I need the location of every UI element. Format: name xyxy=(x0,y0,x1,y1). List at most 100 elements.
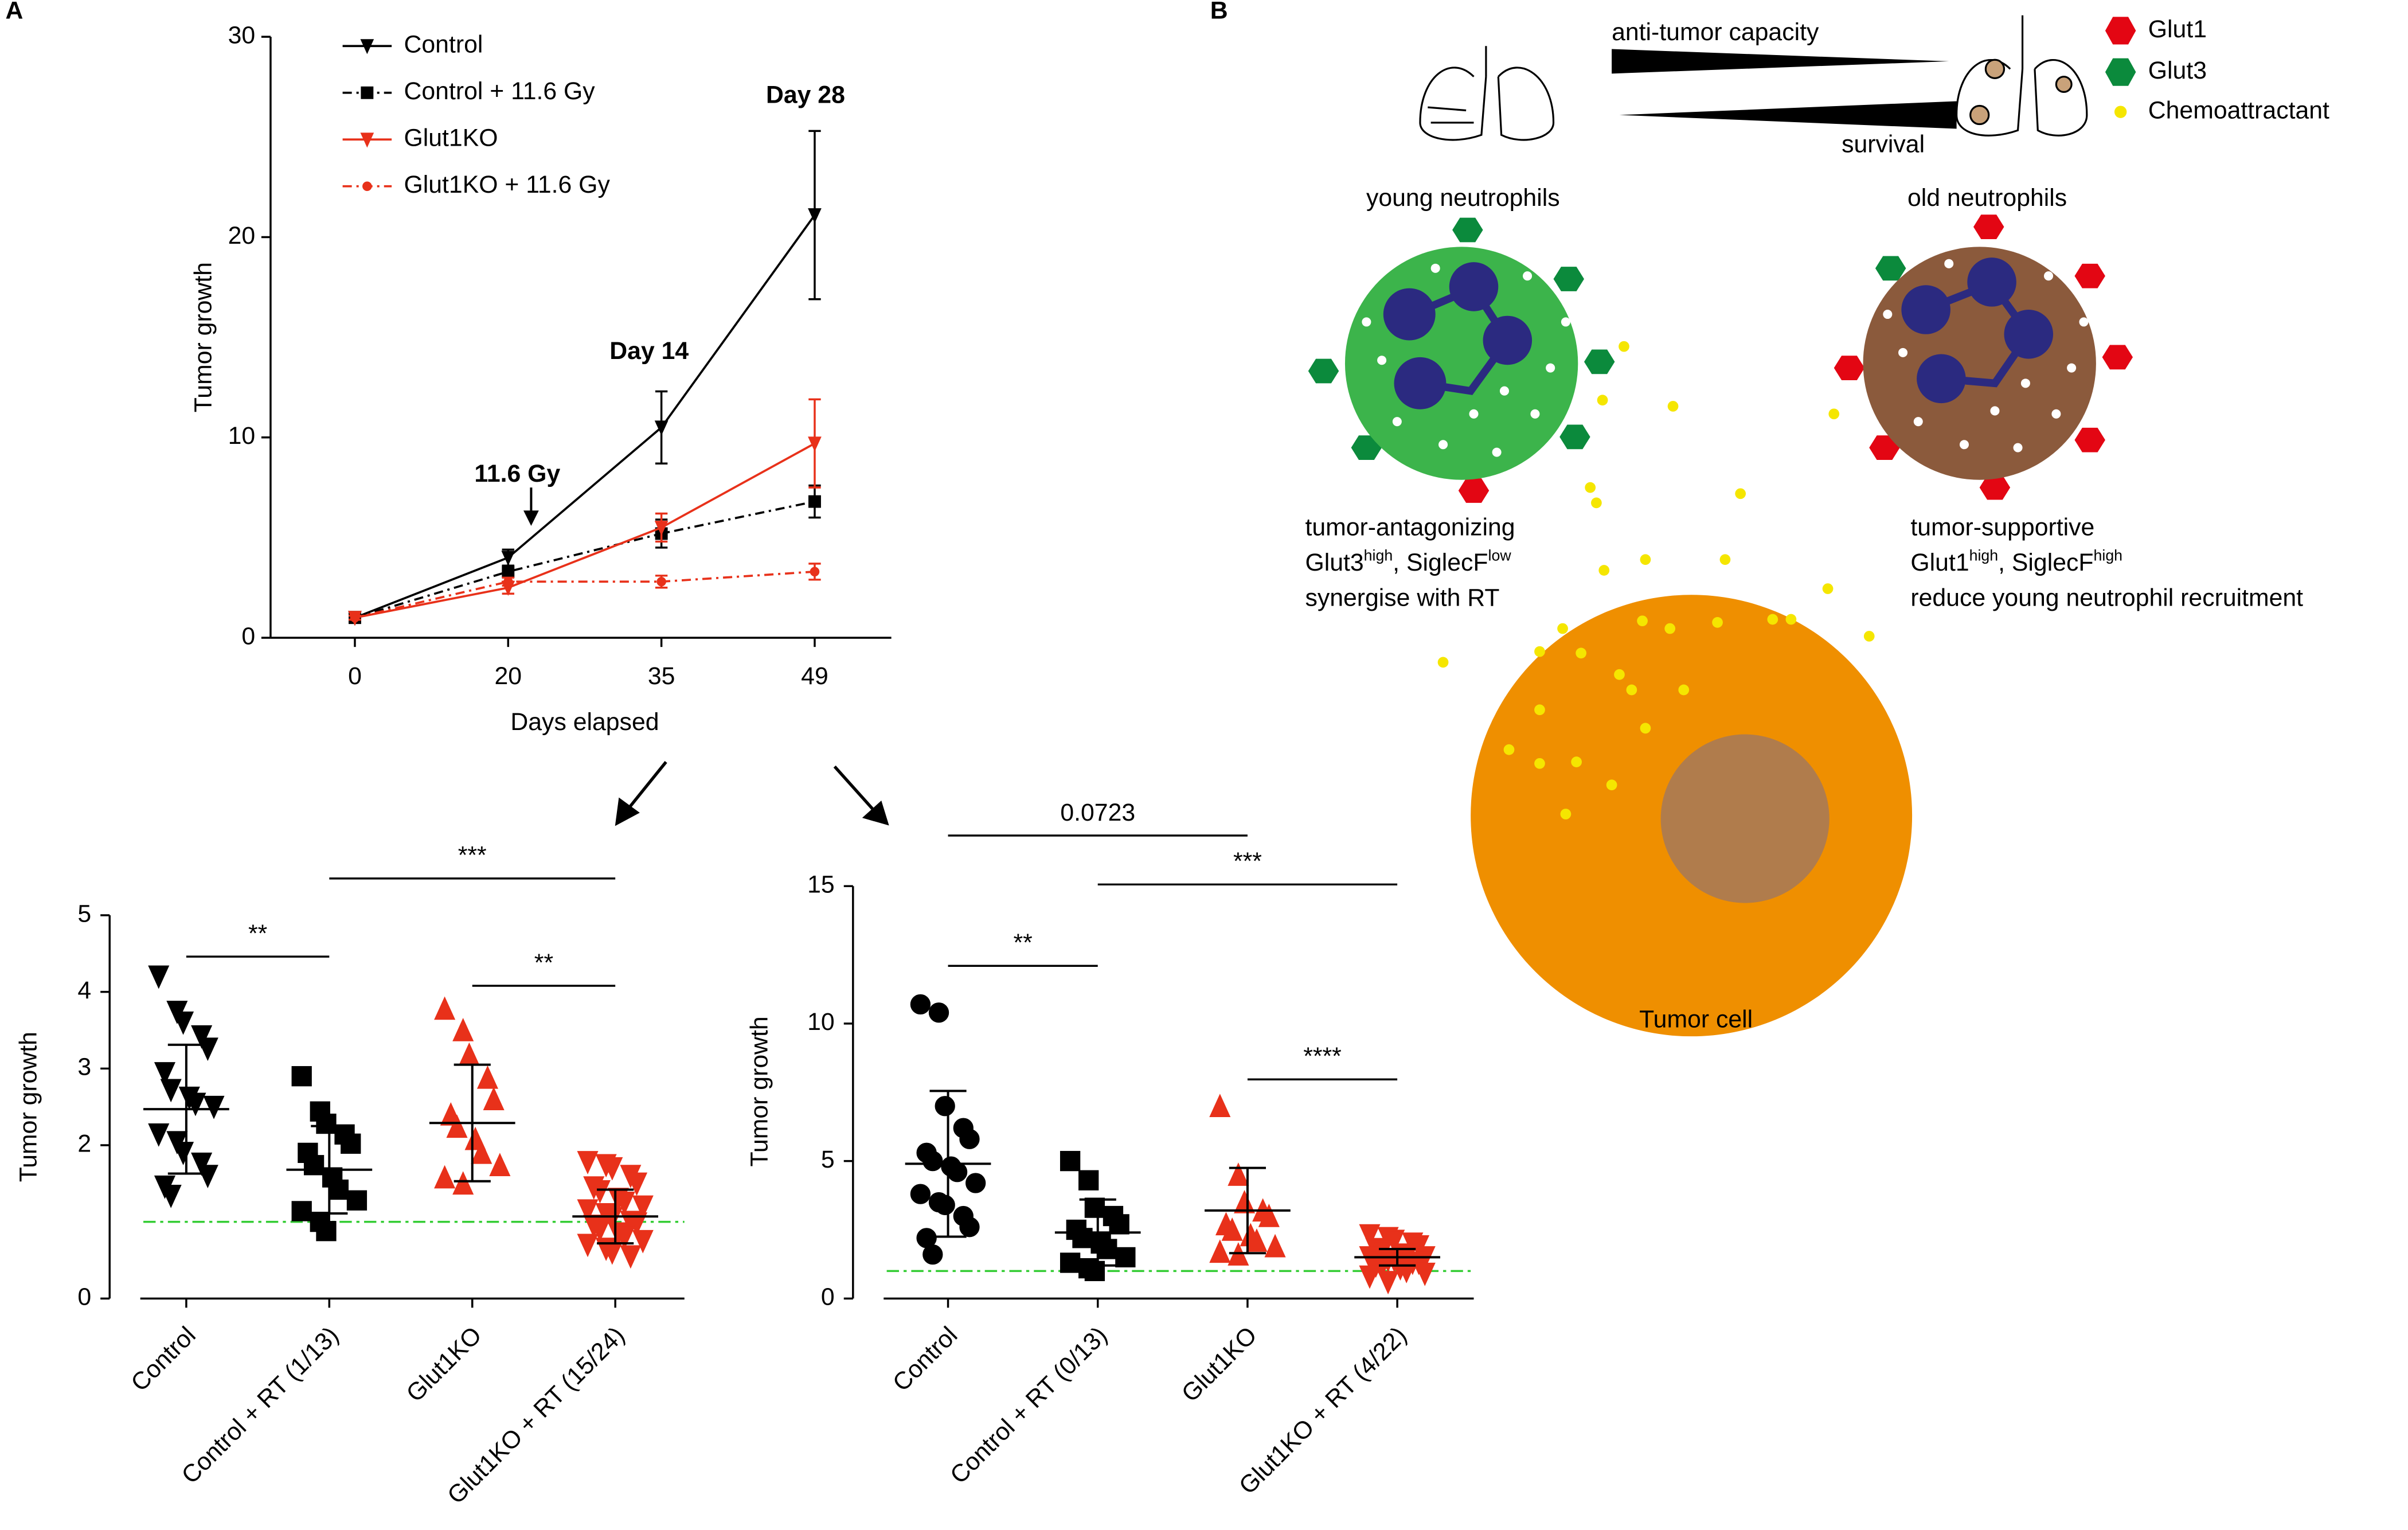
marker xyxy=(1246,1228,1268,1252)
comparison-label: ** xyxy=(534,949,553,977)
annotation: Day 14 xyxy=(609,337,689,365)
marker xyxy=(935,1096,955,1117)
marker xyxy=(1209,1239,1231,1263)
marker xyxy=(959,1217,980,1238)
y-tick-label: 20 xyxy=(228,222,256,249)
marker xyxy=(632,1195,654,1219)
marker xyxy=(935,1195,955,1215)
marker xyxy=(1060,1150,1081,1172)
marker xyxy=(360,132,374,148)
marker xyxy=(197,1037,218,1061)
marker xyxy=(154,1062,176,1086)
x-tick-label: Control xyxy=(888,1321,963,1396)
marker xyxy=(654,521,669,536)
wedge-label: anti-tumor capacity xyxy=(1612,18,1819,46)
marker xyxy=(316,1221,337,1242)
marker xyxy=(203,1095,225,1119)
marker xyxy=(620,1245,642,1269)
old-neutrophil xyxy=(1834,214,2133,500)
marker xyxy=(947,1162,968,1182)
marker xyxy=(965,1173,986,1193)
panel-label: B xyxy=(1210,0,1228,25)
marker xyxy=(1258,1203,1280,1227)
marker xyxy=(922,1244,943,1265)
marker xyxy=(589,1218,611,1242)
x-tick-label: Glut1KO + RT (4/22) xyxy=(1234,1321,1412,1500)
lungs-tumor xyxy=(1956,15,2088,136)
legend-label: Control xyxy=(404,30,483,58)
marker xyxy=(1084,1197,1105,1218)
marker xyxy=(922,1150,943,1172)
y-tick-label: 4 xyxy=(77,977,91,1004)
marker xyxy=(577,1234,599,1258)
tumor-label: Tumor cell xyxy=(1639,1006,1753,1033)
x-tick-label: Glut1KO xyxy=(1176,1321,1262,1407)
cell-title: old neutrophils xyxy=(1907,184,2067,212)
marker xyxy=(577,1199,599,1223)
y-tick-label: 10 xyxy=(807,1008,835,1036)
marker xyxy=(632,1230,654,1254)
marker xyxy=(1109,1214,1129,1235)
legend-glut1 xyxy=(2105,17,2136,45)
marker xyxy=(810,567,820,577)
marker xyxy=(476,1065,499,1089)
marker xyxy=(503,577,513,587)
x-tick-label: Control xyxy=(126,1321,201,1396)
marker xyxy=(501,551,515,566)
marker xyxy=(910,1184,931,1204)
marker xyxy=(1078,1170,1099,1191)
legend-label: Glut1KO + 11.6 Gy xyxy=(404,171,611,198)
wedge-label: survival xyxy=(1842,130,1925,158)
series-line xyxy=(354,442,815,619)
marker xyxy=(483,1087,505,1111)
legend-label: Control + 11.6 Gy xyxy=(404,77,596,105)
marker xyxy=(303,1155,325,1176)
marker xyxy=(910,994,931,1014)
marker xyxy=(601,1157,623,1181)
x-tick-label: 0 xyxy=(348,662,362,690)
annotation-arrow-head xyxy=(523,510,539,526)
marker xyxy=(160,1079,182,1103)
marker xyxy=(626,1212,648,1236)
marker xyxy=(173,1011,194,1035)
legend-glut3 xyxy=(2105,58,2136,86)
legend-chemo xyxy=(2114,106,2127,118)
lungs-healthy xyxy=(1419,46,1555,141)
marker xyxy=(613,1226,635,1250)
marker xyxy=(452,1017,474,1041)
marker xyxy=(1209,1094,1231,1117)
y-tick-label: 5 xyxy=(77,900,91,927)
annotation: 11.6 Gy xyxy=(474,460,560,487)
y-tick-label: 30 xyxy=(228,21,256,49)
series-line xyxy=(354,500,815,619)
marker xyxy=(191,1152,213,1176)
cell-desc: Glut1high, SiglecFhigh xyxy=(1910,547,2122,576)
legend-label: Glut1 xyxy=(2148,15,2207,43)
wedge xyxy=(1619,101,1957,129)
x-tick-label: Control + RT (0/13) xyxy=(945,1321,1113,1489)
marker xyxy=(148,1123,170,1147)
comparison-label: *** xyxy=(1233,848,1262,875)
young-neutrophil xyxy=(1308,217,1615,503)
series-line xyxy=(354,570,815,619)
marker xyxy=(1377,1271,1399,1295)
marker xyxy=(1097,1239,1117,1259)
x-tick-label: Control + RT (1/13) xyxy=(177,1321,345,1489)
marker xyxy=(656,577,666,587)
marker xyxy=(613,1191,635,1215)
cell-desc: tumor-supportive xyxy=(1910,514,2094,541)
marker xyxy=(197,1165,218,1188)
y-axis-label: Tumor growth xyxy=(189,262,217,412)
wedge xyxy=(1612,49,1949,74)
marker xyxy=(1228,1242,1249,1266)
legend-label: Glut1KO xyxy=(404,124,498,152)
marker xyxy=(291,1066,312,1087)
marker xyxy=(350,612,360,623)
marker xyxy=(341,1133,361,1154)
legend-label: Glut3 xyxy=(2148,57,2207,84)
marker xyxy=(458,1042,480,1066)
marker xyxy=(434,1165,456,1189)
legend-label: Chemoattractant xyxy=(2148,96,2329,124)
marker xyxy=(1414,1262,1436,1286)
y-tick-label: 2 xyxy=(77,1130,91,1157)
